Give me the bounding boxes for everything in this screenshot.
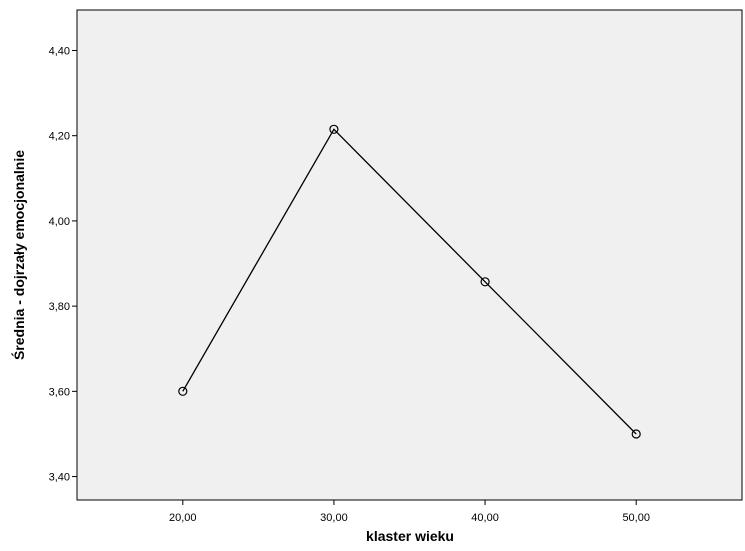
x-axis-title: klaster wieku: [366, 528, 454, 544]
y-tick-label: 3,40: [49, 472, 70, 484]
y-axis-title: Średnia - dojrzały emocjonalnie: [10, 150, 27, 360]
y-tick-label: 3,60: [49, 386, 70, 398]
series-line: [182, 128, 637, 435]
x-tick-label: 20,00: [169, 512, 197, 524]
x-tick-label: 30,00: [320, 512, 348, 524]
series-layer: [178, 124, 641, 439]
x-tick-label: 40,00: [471, 512, 499, 524]
y-tick-label: 3,80: [49, 301, 70, 313]
plot-area: [76, 9, 743, 501]
y-tick-label: 4,40: [49, 45, 70, 57]
data-point: [178, 386, 188, 396]
x-tick-label: 50,00: [622, 512, 650, 524]
data-point: [329, 124, 339, 134]
data-point: [480, 277, 490, 287]
y-tick-label: 4,00: [49, 216, 70, 228]
data-point: [631, 429, 641, 439]
y-axis-ticks: 3,40 3,60 3,80 4,00 4,20 4,40: [49, 45, 77, 484]
x-axis-ticks: 20,00 30,00 40,00 50,00: [169, 500, 650, 524]
y-tick-label: 4,20: [49, 131, 70, 143]
